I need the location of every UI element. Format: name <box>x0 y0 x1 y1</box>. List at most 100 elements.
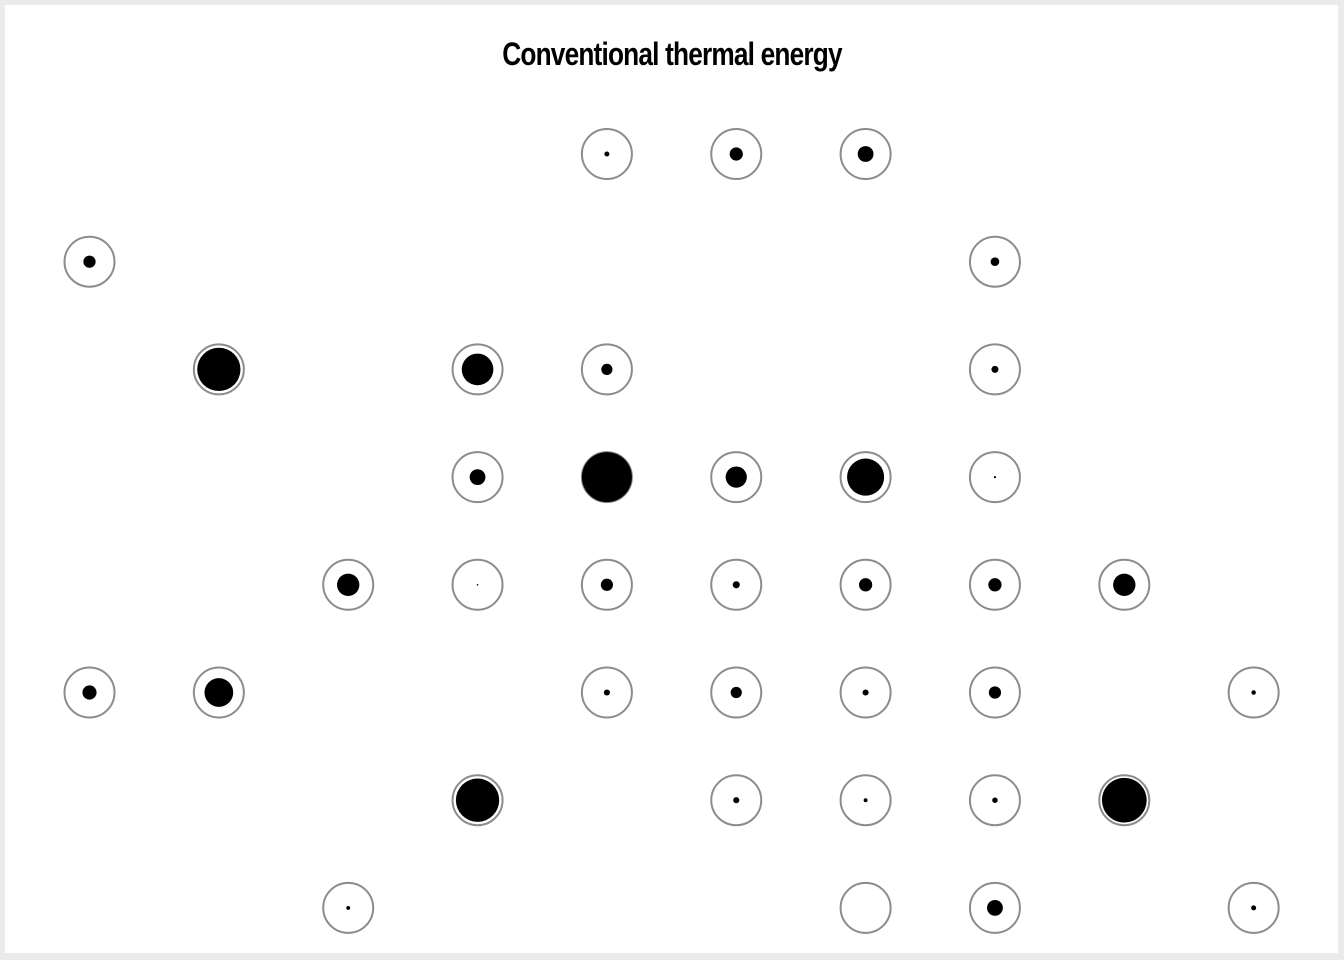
data-dot <box>732 581 740 589</box>
data-dot <box>729 147 743 161</box>
data-dot <box>847 458 885 496</box>
data-dot <box>857 146 874 162</box>
data-dot <box>581 452 632 503</box>
data-dot <box>992 797 998 803</box>
chart-title: Conventional thermal energy <box>502 36 842 72</box>
data-ring <box>1227 666 1280 719</box>
data-ring <box>580 128 633 180</box>
data-ring <box>192 343 245 396</box>
data-dot <box>1251 690 1256 695</box>
data-dot <box>604 151 610 157</box>
data-dot <box>83 255 96 268</box>
data-cell-r7-c6 <box>710 774 763 827</box>
data-ring <box>192 666 245 719</box>
data-ring <box>968 558 1021 611</box>
data-ring <box>968 774 1021 827</box>
data-cell-r4-c7 <box>839 451 892 504</box>
data-ring <box>839 128 892 180</box>
data-ring <box>839 451 892 504</box>
data-cell-r6-c8 <box>968 666 1021 719</box>
data-dot <box>461 353 494 386</box>
data-cell-r5-c5 <box>580 558 633 611</box>
data-dot <box>1251 905 1257 911</box>
data-cell-r3-c4 <box>451 343 504 396</box>
data-ring <box>968 451 1021 504</box>
data-ring <box>839 774 892 827</box>
data-ring <box>839 881 892 934</box>
data-ring <box>580 343 633 396</box>
data-cell-r4-c4 <box>451 451 504 504</box>
data-cell-r2-c1 <box>63 235 116 288</box>
data-ring <box>451 451 504 504</box>
data-cell-r6-c6 <box>710 666 763 719</box>
data-cell-r1-c5 <box>580 128 633 180</box>
data-cell-r8-c7 <box>839 881 892 934</box>
data-cell-r5-c9 <box>1098 558 1151 611</box>
data-cell-r1-c7 <box>839 128 892 180</box>
data-ring <box>968 343 1021 396</box>
data-dot <box>863 798 868 803</box>
data-ring <box>1227 881 1280 934</box>
data-ring <box>710 558 763 611</box>
data-cell-r5-c7 <box>839 558 892 611</box>
data-dot <box>730 686 742 699</box>
data-dot <box>725 466 747 488</box>
data-cell-r7-c7 <box>839 774 892 827</box>
data-ring <box>63 235 116 288</box>
data-cell-r6-c10 <box>1227 666 1280 719</box>
data-dot <box>197 347 241 392</box>
data-ring <box>63 666 116 719</box>
data-ring <box>580 558 633 611</box>
data-cell-r6-c2 <box>192 666 245 719</box>
data-ring <box>451 343 504 396</box>
data-ring <box>322 558 375 611</box>
data-ring <box>710 451 763 504</box>
data-dot <box>990 257 1000 267</box>
data-dot <box>993 475 997 479</box>
data-cell-r4-c6 <box>710 451 763 504</box>
data-ring <box>839 558 892 611</box>
data-cell-r7-c9 <box>1098 774 1151 827</box>
data-ring <box>1098 774 1151 827</box>
data-cell-r5-c3 <box>322 558 375 611</box>
data-ring <box>1098 558 1151 611</box>
data-dot <box>862 689 869 696</box>
data-dot <box>601 363 613 375</box>
data-dot <box>1101 777 1147 823</box>
data-cell-r4-c5 <box>580 451 633 504</box>
data-dot <box>991 365 999 373</box>
data-dot <box>858 578 873 592</box>
data-ring <box>968 235 1021 288</box>
data-dot <box>204 678 234 707</box>
data-dot <box>600 578 614 591</box>
data-ring <box>710 666 763 719</box>
data-cell-r6-c7 <box>839 666 892 719</box>
data-cell-r1-c6 <box>710 128 763 180</box>
data-ring <box>451 774 504 827</box>
data-dot <box>603 689 610 696</box>
data-cell-r3-c8 <box>968 343 1021 396</box>
data-dot <box>455 778 500 822</box>
data-dot <box>988 686 1002 699</box>
data-ring <box>451 558 504 611</box>
data-dot <box>469 469 486 486</box>
data-cell-r5-c4 <box>451 558 504 611</box>
data-dot <box>82 685 97 700</box>
data-dot <box>733 797 740 804</box>
data-cell-r3-c5 <box>580 343 633 396</box>
data-cell-r8-c10 <box>1227 881 1280 934</box>
data-dot <box>988 578 1002 592</box>
data-ring <box>580 666 633 719</box>
data-cell-r8-c8 <box>968 881 1021 934</box>
data-cell-r6-c5 <box>580 666 633 719</box>
data-cell-r5-c6 <box>710 558 763 611</box>
data-cell-r7-c8 <box>968 774 1021 827</box>
data-cell-r6-c1 <box>63 666 116 719</box>
data-ring <box>968 666 1021 719</box>
data-dot <box>987 899 1003 916</box>
data-ring <box>322 881 375 934</box>
data-cell-r5-c8 <box>968 558 1021 611</box>
data-cell-r2-c8 <box>968 235 1021 288</box>
data-cell-r3-c2 <box>192 343 245 396</box>
